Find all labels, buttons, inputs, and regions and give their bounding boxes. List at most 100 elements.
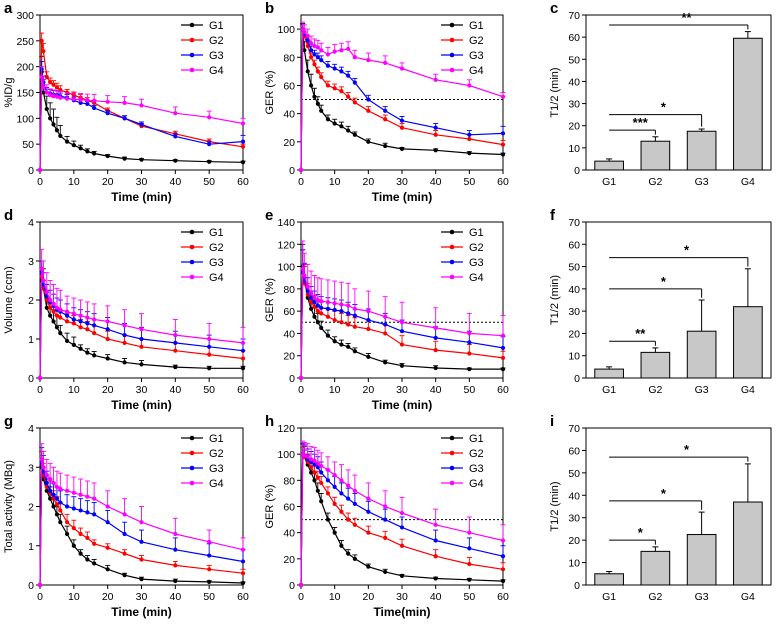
data-point-G3 [64,313,70,318]
data-point-G4 [207,336,212,342]
x-tick-label: 30 [136,176,148,188]
data-point-G1 [352,349,357,354]
x-tick-label: 10 [68,176,80,188]
data-point-G4 [332,49,337,54]
data-point-G4 [51,301,56,306]
data-point-G4 [122,512,127,517]
x-tick-label: 20 [362,176,374,188]
x-tick-label: 20 [102,176,114,188]
data-point-G1 [352,132,357,137]
data-point-G3 [309,295,314,300]
y-axis-label: %ID/g [3,78,15,108]
legend-label-G1: G1 [469,433,484,445]
data-point-G1 [41,90,46,95]
y-tick-label: 80 [283,475,295,487]
x-tick-label: 40 [169,591,181,603]
y-tick-label: 10 [568,558,580,570]
data-point-G1 [105,567,110,572]
data-point-G4 [339,478,344,483]
x-tick-label: 40 [430,176,442,188]
data-point-G1 [305,69,310,74]
series-line-G3 [39,69,244,171]
data-point-G2 [500,142,506,147]
data-point-G4 [44,290,49,295]
y-tick-label: 1 [28,334,34,346]
panel-label: g [4,413,13,430]
x-tick-label: 60 [497,384,509,396]
data-point-G1 [339,342,344,347]
y-tick-label: 50 [568,54,580,66]
data-point-G4 [71,97,76,102]
data-point-G3 [312,300,317,305]
y-tick-label: 250 [16,36,34,48]
legend-marker-G4 [189,274,195,280]
data-point-G2 [48,80,53,85]
data-point-G1 [500,366,506,372]
data-point-G3 [207,344,212,349]
data-point-G4 [92,496,97,501]
data-point-G4 [500,333,506,338]
data-point-G3 [319,305,324,310]
data-point-G3 [139,122,144,127]
legend-marker-G1 [449,22,455,28]
data-point-G4 [92,98,97,103]
panel-e: e 0 20 40 60 80 100 120 140 GER (%) 0 10 20 30 40 50 60 T… [264,207,509,412]
data-point-G4 [85,494,90,499]
data-point-G2 [346,322,351,327]
data-point-G4 [207,115,212,120]
data-point-G1 [399,573,405,578]
x-tick-label: 0 [298,591,304,603]
data-point-G1 [325,117,331,122]
data-point-G4 [71,311,76,316]
x-axis-label: Time (min) [372,398,432,412]
data-point-G4 [58,486,63,491]
data-point-G1 [105,153,110,159]
data-point-G2 [122,551,127,556]
data-point-G2 [51,309,56,314]
legend-label-G2: G2 [209,242,224,254]
y-tick-label: 2 [28,502,34,514]
data-point-G3 [122,333,127,338]
x-tick-label: 30 [396,591,408,603]
data-point-G4 [92,317,97,322]
y-tick-label: 20 [283,137,295,149]
data-point-G4 [37,582,43,588]
data-point-G4 [48,297,53,303]
legend-label-G2: G2 [209,35,224,47]
data-point-G1 [48,116,53,121]
legend-label-G3: G3 [469,463,484,475]
data-point-G4 [85,98,90,103]
data-point-G2 [383,535,388,541]
data-point-G3 [500,554,506,559]
data-point-G1 [240,160,246,165]
data-point-G2 [51,82,56,87]
data-point-G3 [332,66,337,71]
x-axis-label: Time (min) [111,398,171,412]
data-point-G4 [339,302,344,307]
data-point-G3 [92,512,97,517]
legend-label-G3: G3 [209,463,224,475]
data-point-G4 [51,480,56,486]
data-point-G4 [467,530,472,535]
legend-marker-G3 [189,52,195,58]
y-tick-label: 40 [283,328,295,340]
data-point-G4 [319,48,324,53]
y-tick-label: 0 [574,373,580,385]
legend-marker-G4 [449,274,455,280]
data-point-G4 [383,504,388,509]
x-tick-label: 0 [298,384,304,396]
data-point-G2 [71,321,76,326]
y-tick-label: 0 [289,373,295,385]
y-tick-label: 20 [568,328,580,340]
data-point-G3 [500,345,506,351]
data-point-G4 [399,66,405,71]
data-point-G4 [315,45,320,50]
data-point-G4 [366,496,371,501]
data-point-G3 [54,496,60,501]
x-tick-label: G4 [741,176,755,188]
x-tick-label: 50 [203,591,215,603]
bar-G1 [594,573,624,586]
bar-G2 [640,351,671,379]
y-tick-label: 0 [574,580,580,592]
data-point-G1 [346,551,351,556]
